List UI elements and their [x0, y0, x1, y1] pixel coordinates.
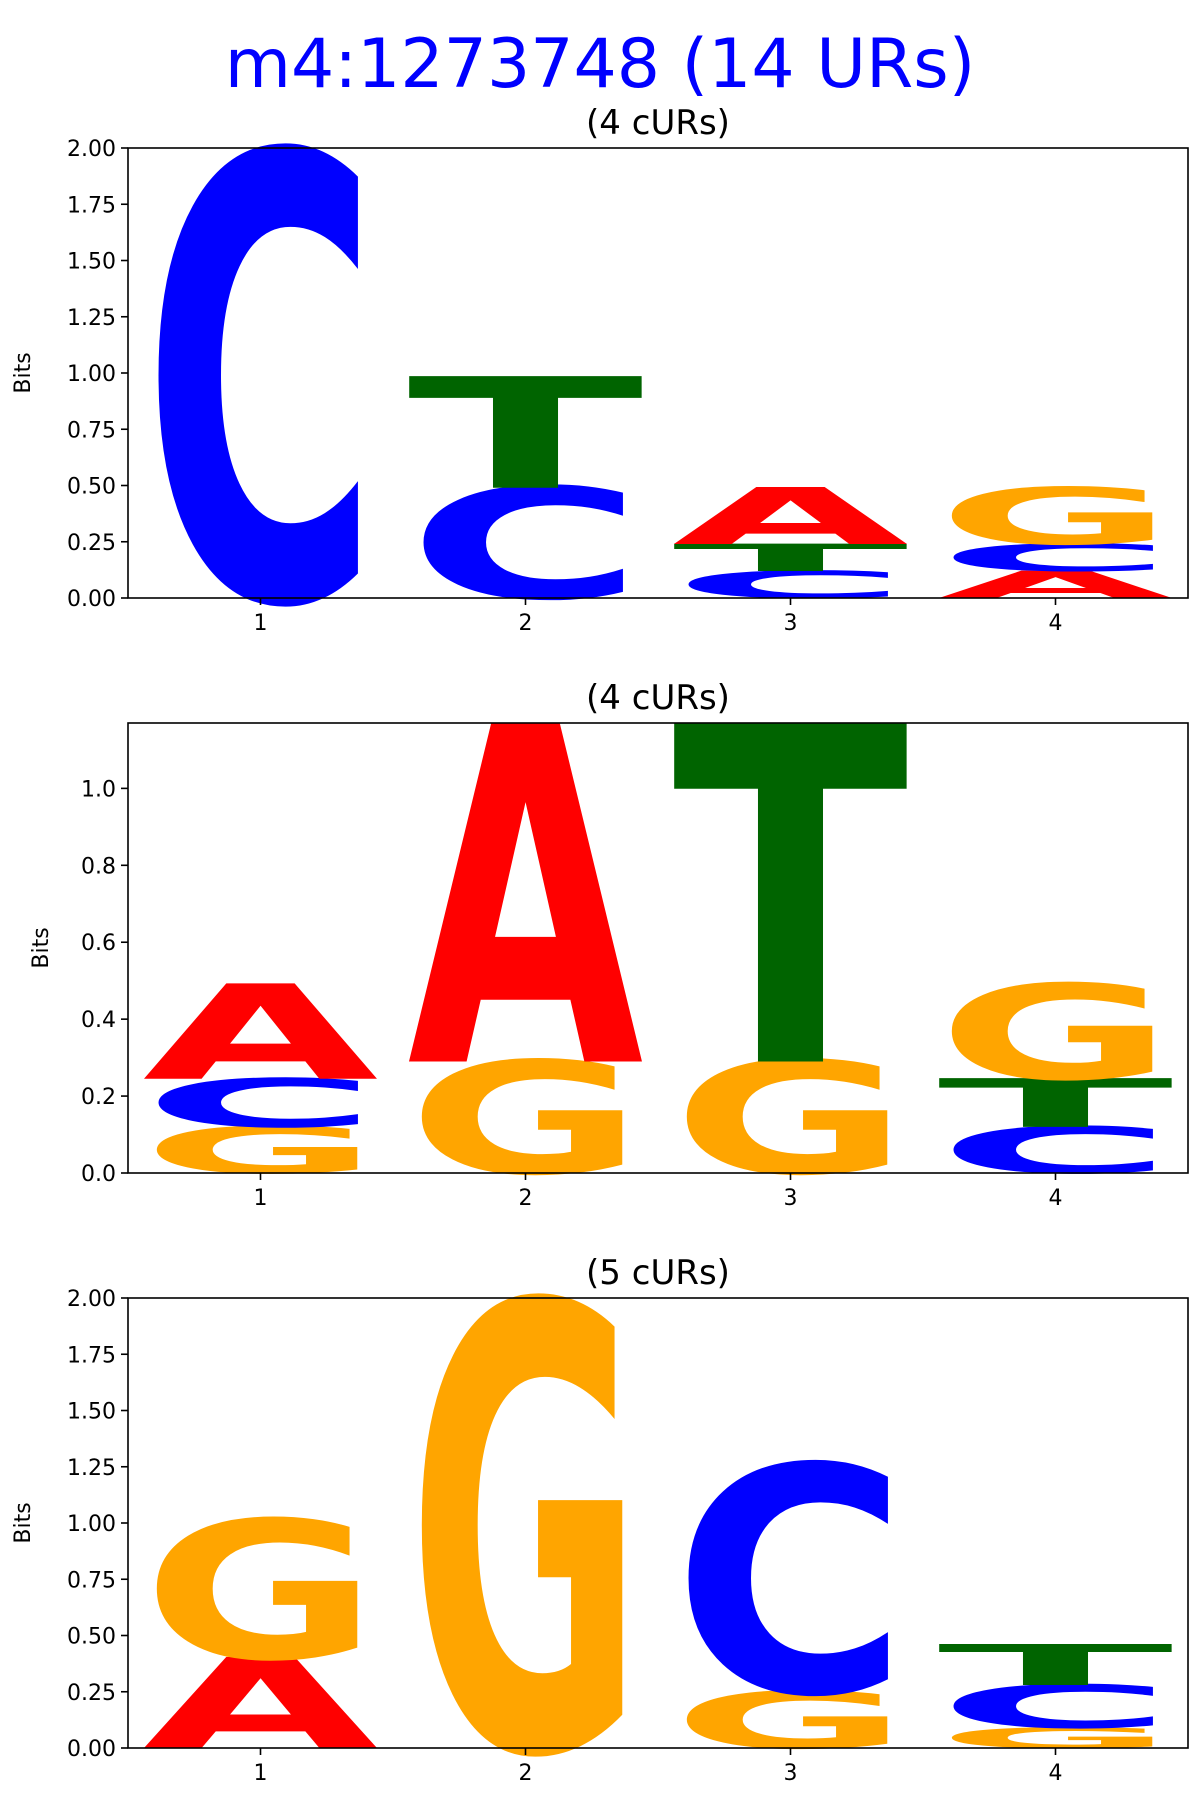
logo-letter-t: T	[408, 346, 646, 524]
logo-letter-a: A	[673, 472, 909, 563]
y-tick-label: 0.4	[81, 1008, 116, 1033]
y-tick-label: 1.00	[67, 1512, 116, 1537]
x-tick-label: 3	[784, 1186, 798, 1211]
y-axis-label: Bits	[11, 352, 36, 393]
logo-letter-c: C	[938, 1673, 1174, 1742]
x-tick-label: 4	[1049, 1186, 1063, 1211]
logo-letter-t: T	[673, 630, 911, 1171]
logo-panel-3: (5 cURs)AG G GC GCT0.000.250.500.751.001.25…	[11, 1180, 1189, 1800]
y-tick-label: 2.00	[67, 137, 116, 162]
y-tick-label: 0.75	[67, 1568, 116, 1593]
y-tick-label: 2.00	[67, 1287, 116, 1312]
y-tick-label: 0.75	[67, 418, 116, 443]
y-tick-label: 0.00	[67, 1737, 116, 1762]
logo-letter-c: C	[938, 536, 1174, 580]
logo-letter-t: T	[938, 1633, 1174, 1698]
y-tick-label: 0.2	[81, 1085, 116, 1110]
x-tick-label: 2	[519, 1761, 533, 1786]
x-tick-label: 2	[519, 1186, 533, 1211]
logo-letter-t: T	[673, 536, 909, 580]
plot-frame	[127, 722, 1189, 1174]
y-tick-label: 1.50	[67, 1400, 116, 1425]
logo-letter-c: C	[143, 1065, 379, 1143]
x-tick-label: 4	[1049, 611, 1063, 636]
y-tick-label: 0.25	[67, 1681, 116, 1706]
panel-title: (4 cURs)	[586, 678, 730, 718]
y-tick-label: 0.50	[67, 475, 116, 500]
x-tick-label: 1	[254, 1186, 268, 1211]
y-tick-label: 0.00	[67, 587, 116, 612]
logo-letter-g: G	[408, 1180, 644, 1800]
logo-letter-a: A	[408, 630, 646, 1172]
x-tick-label: 3	[784, 1761, 798, 1786]
logo-letter-c: C	[673, 1402, 909, 1766]
y-tick-label: 1.75	[67, 1343, 116, 1368]
x-tick-label: 2	[519, 611, 533, 636]
y-tick-label: 1.00	[67, 362, 116, 387]
y-axis-label: Bits	[29, 927, 54, 968]
x-tick-label: 1	[254, 1761, 268, 1786]
y-tick-label: 1.25	[67, 1456, 116, 1481]
logo-letter-c: C	[143, 31, 379, 743]
figure-title: m4:1273748 (14 URs)	[225, 25, 976, 104]
logo-panel-1: (4 cURs)C CTCTAACG0.000.250.500.751.001.2…	[11, 31, 1189, 743]
y-tick-label: 0.25	[67, 531, 116, 556]
panel-title: (5 cURs)	[586, 1253, 730, 1293]
y-tick-label: 0.0	[81, 1162, 116, 1187]
x-tick-label: 1	[254, 611, 268, 636]
y-tick-label: 1.0	[81, 777, 116, 802]
logo-letter-g: G	[938, 957, 1174, 1109]
y-tick-label: 1.75	[67, 193, 116, 218]
y-axis-label: Bits	[11, 1502, 36, 1543]
logo-letter-t: T	[938, 1065, 1174, 1143]
panel-title: (4 cURs)	[586, 103, 730, 143]
y-tick-label: 1.50	[67, 250, 116, 275]
logo-letter-g: G	[938, 471, 1174, 562]
x-tick-label: 4	[1049, 1761, 1063, 1786]
y-tick-label: 1.25	[67, 306, 116, 331]
logo-letter-g: G	[143, 1481, 379, 1703]
y-tick-label: 0.8	[81, 854, 116, 879]
x-tick-label: 3	[784, 611, 798, 636]
y-tick-label: 0.6	[81, 931, 116, 956]
logo-letter-a: A	[142, 958, 378, 1110]
y-tick-label: 0.50	[67, 1625, 116, 1650]
